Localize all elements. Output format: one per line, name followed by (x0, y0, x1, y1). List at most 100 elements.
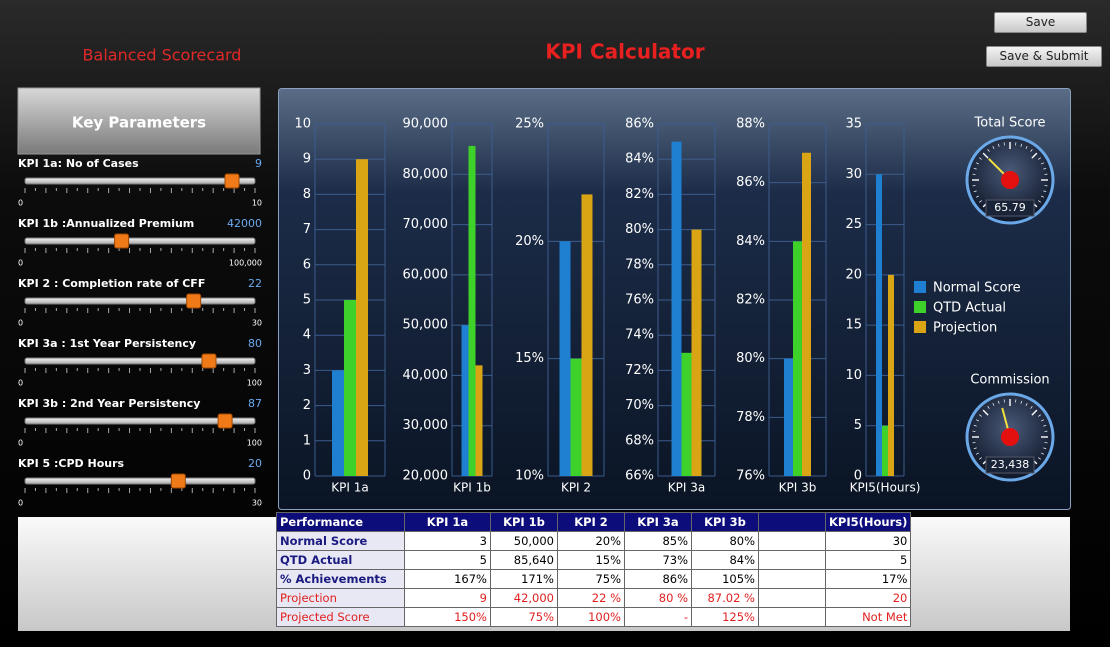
slider-thumb[interactable] (186, 293, 202, 309)
slider-thumb[interactable] (170, 473, 186, 489)
table-cell: 5 (404, 550, 491, 570)
gauge-tick (979, 457, 982, 460)
slider-track (24, 237, 256, 245)
y-tick-label: 70,000 (403, 217, 449, 232)
gauge-tick (982, 152, 989, 159)
gauge-value: 65.79 (994, 201, 1026, 214)
table-cell: KPI 1a (404, 512, 491, 532)
y-tick-label: 82% (625, 187, 654, 202)
y-tick-label: 0 (854, 469, 862, 484)
slider-thumb[interactable] (114, 233, 130, 249)
gauge-tick (987, 406, 990, 409)
slider-max: 30 (252, 499, 262, 508)
table-cell: 84% (691, 550, 759, 570)
table-cell: KPI5(Hours) (824, 512, 912, 532)
table-cell: 30 (824, 531, 912, 551)
slider-thumb[interactable] (217, 413, 233, 429)
table-row: Performance KPI 1a KPI 1b KPI 2 KPI 3a KPI 3b… (276, 512, 912, 532)
table-row: Projected Score 150% 75% 100% -125% Not Met (276, 607, 912, 627)
slider-label: KPI 3b : 2nd Year Persistency (18, 397, 200, 410)
y-tick-label: 35 (845, 117, 862, 132)
y-tick-label: 9 (303, 152, 311, 167)
x-tick-label: KPI5(Hours) (850, 481, 921, 495)
gauge-tick (1041, 452, 1045, 455)
y-tick-label: 78% (736, 410, 765, 425)
table-cell: 9 (404, 588, 491, 608)
y-tick-label: 86% (625, 117, 654, 132)
slider-label: KPI 1a: No of Cases (18, 157, 139, 170)
slider-value: 87 (248, 397, 262, 410)
slider-max: 30 (252, 319, 262, 328)
gauge-tick (973, 167, 977, 170)
table-cell: Performance (276, 512, 405, 532)
table-cell (758, 607, 826, 627)
save-submit-button[interactable]: Save & Submit (986, 46, 1102, 67)
y-tick-label: 30,000 (403, 418, 449, 433)
table-row: QTD Actual 5 85,640 15% 73% 84% 5 (276, 550, 912, 570)
bar (468, 145, 476, 477)
legend-label: Normal Score (933, 281, 1021, 296)
page-title: KPI Calculator (545, 40, 704, 64)
bar (332, 370, 344, 476)
y-tick-label: 70% (625, 398, 654, 413)
gauge-tick (1038, 157, 1041, 160)
table-cell: 87.02 % (691, 588, 759, 608)
y-tick-label: 30 (845, 167, 862, 182)
y-tick-label: 66% (625, 469, 654, 484)
table-cell: Normal Score (276, 531, 405, 551)
y-tick-label: 80,000 (403, 167, 449, 182)
performance-table: Performance KPI 1a KPI 1b KPI 2 KPI 3a KPI 3b… (276, 512, 912, 627)
y-tick-label: 82% (736, 293, 765, 308)
bar (876, 174, 882, 477)
slider-min: 0 (18, 319, 23, 328)
table-cell: KPI 2 (557, 512, 625, 532)
gauge-hub (1001, 171, 1019, 189)
save-button[interactable]: Save (994, 12, 1087, 33)
gauge-tick (1043, 190, 1047, 193)
gauge-tick (1020, 143, 1023, 147)
slider-track (24, 477, 256, 485)
table-row: Projection 9 42,000 22 % 80 % 87.02 % 20 (276, 588, 912, 608)
y-tick-label: 60,000 (403, 267, 449, 282)
y-tick-label: 4 (303, 328, 311, 343)
gauge-tick (1038, 457, 1041, 460)
slider-value: 42000 (227, 217, 262, 230)
x-tick-label: KPI 2 (561, 481, 591, 495)
gauge-tick (997, 143, 1000, 147)
slider-min: 0 (18, 199, 23, 208)
y-tick-label: 2 (303, 398, 311, 413)
table-cell: 85% (624, 531, 692, 551)
bar (691, 229, 702, 476)
key-parameters-title: Key Parameters (72, 114, 206, 132)
table-cell: - (624, 607, 692, 627)
x-tick-label: KPI 3b (779, 481, 817, 495)
table-cell: 75% (557, 569, 625, 589)
gauge-tick (975, 162, 979, 165)
gauge-tick (1038, 414, 1041, 417)
table-cell: 85,640 (490, 550, 558, 570)
gauge-tick (1043, 167, 1047, 170)
y-tick-label: 3 (303, 363, 311, 378)
table-cell (758, 588, 826, 608)
table-cell: Not Met (824, 607, 912, 627)
y-tick-label: 80% (625, 222, 654, 237)
slider-label: KPI 1b :Annualized Premium (18, 217, 194, 230)
table-cell (758, 569, 826, 589)
slider-thumb[interactable] (224, 173, 240, 189)
slider-min: 0 (18, 379, 23, 388)
table-cell: 80% (691, 531, 759, 551)
gauge-tick (1041, 419, 1045, 422)
gauge-tick (992, 402, 995, 406)
slider-max: 100 (247, 379, 262, 388)
table-cell: 42,000 (490, 588, 558, 608)
slider-thumb[interactable] (201, 353, 217, 369)
gauge-tick (979, 414, 982, 417)
y-tick-label: 50,000 (403, 318, 449, 333)
table-cell: KPI 3b (691, 512, 759, 532)
gauge-tick (982, 409, 989, 416)
table-cell: 22 % (557, 588, 625, 608)
table-cell (758, 531, 826, 551)
slider-min: 0 (18, 439, 23, 448)
table-cell: 167% (404, 569, 491, 589)
